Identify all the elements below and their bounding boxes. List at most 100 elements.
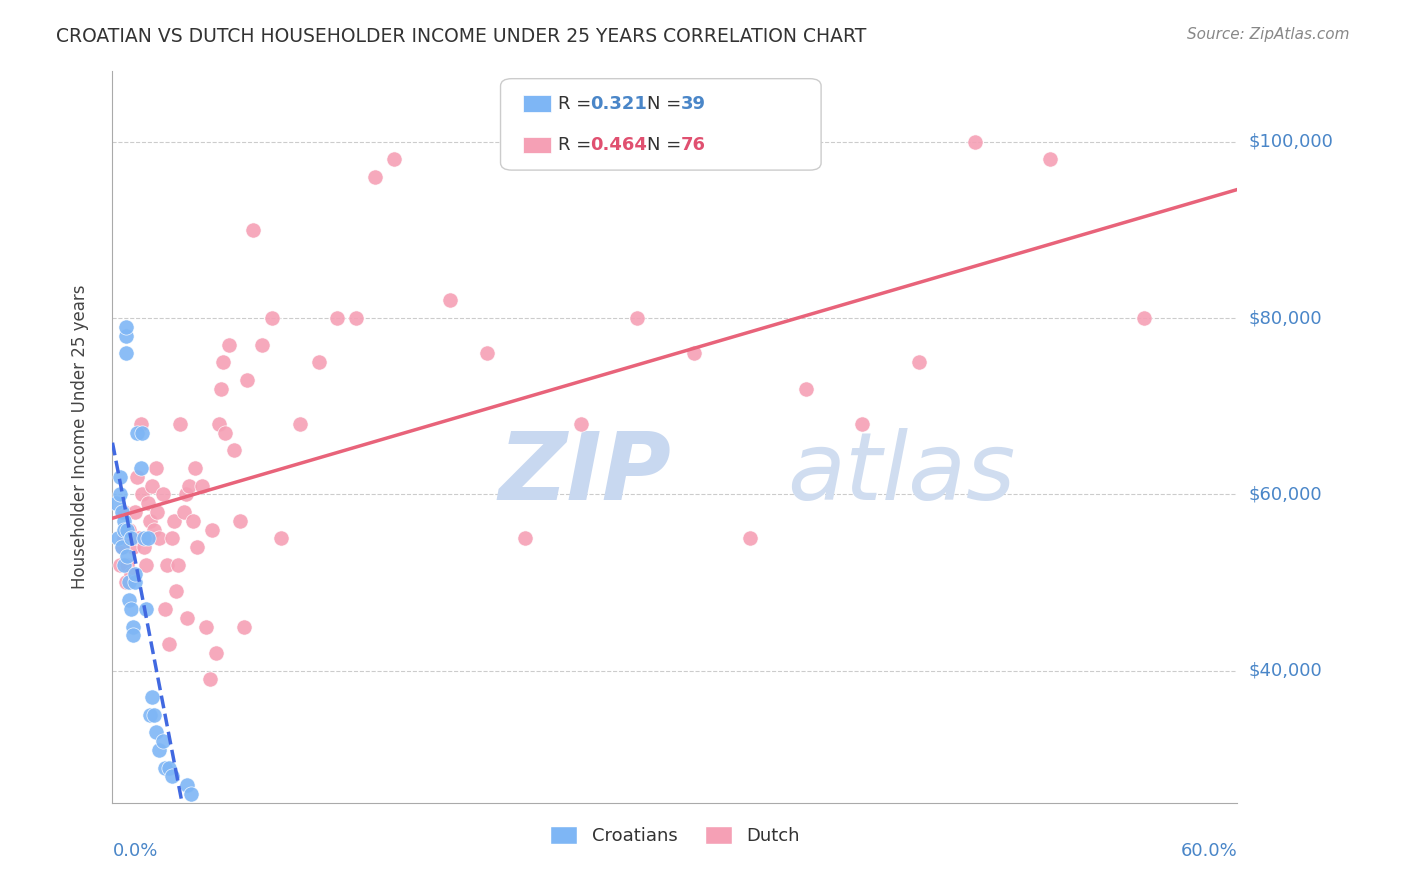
Point [124,566,146,581]
Text: 76: 76 [681,136,706,154]
Point [1132,311,1154,326]
Point [288,417,311,431]
Point [105,496,128,510]
Point [157,760,180,774]
Point [163,514,186,528]
Point [107,532,129,546]
Point [907,355,929,369]
Point [124,575,146,590]
Point [738,532,761,546]
Text: atlas: atlas [787,428,1015,519]
Point [136,532,159,546]
Point [232,619,254,633]
Point [173,505,195,519]
Text: 39: 39 [681,95,706,112]
Point [141,478,163,492]
Point [139,707,162,722]
Point [195,619,218,633]
Point [118,593,141,607]
Point [270,532,292,546]
Point [117,549,139,563]
Point [682,346,704,360]
Point [114,575,136,590]
Point [204,646,226,660]
Point [162,532,184,546]
Point [118,523,141,537]
Text: 0.0%: 0.0% [112,842,157,860]
Point [260,311,283,326]
Point [184,461,207,475]
Point [626,311,648,326]
Text: CROATIAN VS DUTCH HOUSEHOLDER INCOME UNDER 25 YEARS CORRELATION CHART: CROATIAN VS DUTCH HOUSEHOLDER INCOME UND… [56,27,866,45]
Text: 0.464: 0.464 [591,136,647,154]
Point [128,532,150,546]
Point [112,505,135,519]
Point [142,523,165,537]
Text: ZIP: ZIP [499,427,671,520]
Point [120,602,142,616]
Point [344,311,367,326]
Point [794,382,817,396]
Point [117,523,139,537]
Point [180,787,202,801]
Point [308,355,330,369]
Bar [523,137,551,153]
Point [125,425,148,440]
Point [148,532,170,546]
Point [851,417,873,431]
Point [131,487,153,501]
Point [167,558,190,572]
Text: $100,000: $100,000 [1249,133,1333,151]
Point [118,575,141,590]
Point [198,673,221,687]
Point [131,425,153,440]
Point [169,417,191,431]
Point [120,566,142,581]
Point [179,478,201,492]
Point [120,532,142,546]
Point [124,505,146,519]
Point [477,346,499,360]
Point [122,628,145,642]
Point [229,514,252,528]
Point [136,496,159,510]
Point [236,373,259,387]
Point [513,532,536,546]
Text: Source: ZipAtlas.com: Source: ZipAtlas.com [1187,27,1350,42]
Text: 60.0%: 60.0% [1181,842,1237,860]
Point [569,417,592,431]
Point [382,153,405,167]
Point [208,417,231,431]
Point [112,532,135,546]
Point [326,311,349,326]
Point [114,328,136,343]
Point [439,293,461,308]
Point [145,461,167,475]
Point [162,769,184,783]
Point [364,170,387,185]
Text: $80,000: $80,000 [1249,310,1322,327]
Text: R =: R = [558,136,598,154]
Point [112,558,135,572]
Point [134,532,156,546]
Point [114,346,136,360]
Point [152,487,174,501]
Point [1039,153,1062,167]
FancyBboxPatch shape [501,78,821,170]
Point [176,611,198,625]
Point [153,602,176,616]
Legend: Croatians, Dutch: Croatians, Dutch [550,826,800,845]
Point [111,540,134,554]
Point [156,558,179,572]
Point [122,540,145,554]
Point [224,443,246,458]
Point [129,461,152,475]
Point [122,619,145,633]
Text: 0.321: 0.321 [591,95,647,112]
Point [129,417,152,431]
Point [242,223,264,237]
Point [135,558,157,572]
Point [146,505,169,519]
Point [191,478,214,492]
Point [139,514,162,528]
